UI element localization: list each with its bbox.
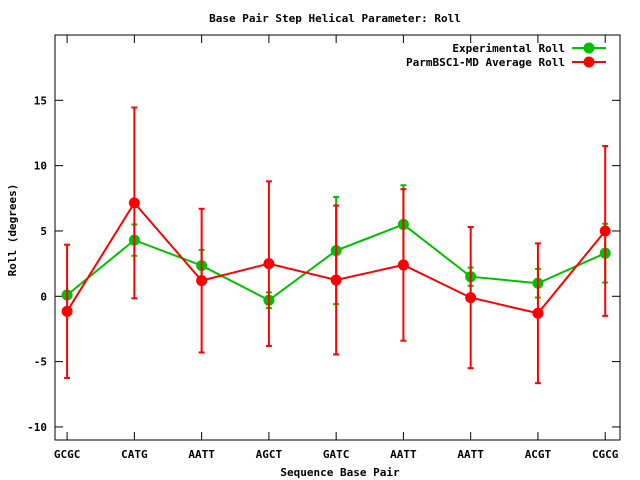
x-tick-label: GATC: [323, 448, 350, 461]
y-tick-label: -5: [34, 356, 47, 369]
data-point: [128, 197, 140, 209]
legend-label: Experimental Roll: [452, 42, 565, 55]
data-point: [61, 305, 73, 317]
legend-marker: [583, 56, 595, 68]
data-point: [263, 258, 275, 270]
y-tick-label: 15: [34, 94, 47, 107]
y-tick-label: -10: [27, 421, 47, 434]
plot-border: [54, 34, 621, 441]
data-point: [465, 292, 477, 304]
legend-marker: [583, 42, 595, 54]
x-tick-label: CATG: [121, 448, 148, 461]
x-tick-label: AATT: [457, 448, 484, 461]
x-tick-label: CGCG: [592, 448, 619, 461]
x-tick-label: GCGC: [54, 448, 81, 461]
chart-title: Base Pair Step Helical Parameter: Roll: [209, 12, 461, 25]
data-point: [196, 275, 208, 287]
x-axis-label: Sequence Base Pair: [280, 466, 400, 479]
data-point: [330, 274, 342, 286]
data-point: [532, 307, 544, 319]
y-tick-label: 5: [40, 225, 47, 238]
y-tick-label: 0: [40, 290, 47, 303]
series-parmbsc1: [61, 106, 611, 385]
data-point: [397, 259, 409, 271]
data-point: [599, 225, 611, 237]
x-tick-label: AATT: [390, 448, 417, 461]
y-axis-label: Roll (degrees): [6, 184, 19, 277]
x-tick-label: AATT: [188, 448, 215, 461]
x-tick-label: ACGT: [525, 448, 552, 461]
x-tick-label: AGCT: [256, 448, 283, 461]
legend-label: ParmBSC1-MD Average Roll: [406, 56, 565, 69]
y-tick-label: 10: [34, 160, 47, 173]
